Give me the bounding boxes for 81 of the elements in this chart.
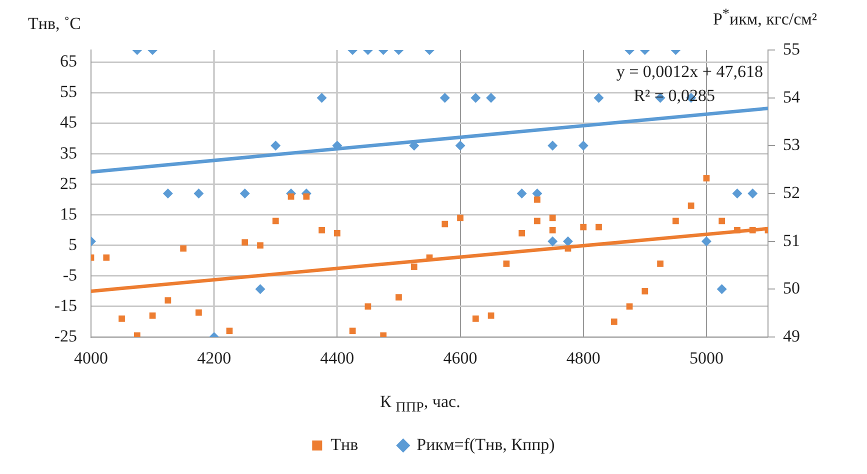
point: [580, 224, 587, 230]
point: [642, 288, 648, 294]
point: [410, 264, 418, 270]
x-tick-label: 4200: [197, 348, 232, 368]
point: [226, 328, 233, 334]
point: [534, 218, 540, 224]
x-tick-label: 4400: [320, 348, 354, 368]
point: [503, 260, 510, 267]
point: [516, 188, 527, 198]
point: [518, 230, 525, 236]
x-axis-title: К $_{ППР}$, час.: [380, 392, 460, 416]
legend-label: Тнв: [330, 434, 358, 454]
point: [734, 226, 740, 234]
point: [534, 196, 540, 203]
y-tick-label: 25: [60, 174, 77, 193]
point: [610, 318, 618, 325]
point: [318, 226, 325, 234]
point: [596, 224, 602, 230]
y-tick-label: 65: [60, 52, 77, 71]
point: [703, 175, 710, 182]
point: [748, 188, 758, 198]
point: [380, 332, 387, 337]
point: [562, 236, 573, 246]
x-tick-label: 4600: [443, 348, 478, 368]
y-tick-label: 45: [60, 112, 77, 132]
y-tick-label: -15: [54, 296, 77, 315]
point: [718, 218, 726, 224]
point: [457, 214, 464, 222]
point: [442, 220, 448, 228]
point: [549, 226, 556, 234]
annotation: y = 0,0012x + 47,618: [616, 62, 763, 82]
point: [103, 254, 110, 261]
point: [180, 245, 186, 252]
y2-tick-label: 55: [783, 39, 800, 58]
point: [334, 230, 340, 236]
y2-tick-label: 49: [783, 326, 800, 346]
y2-tick-label: 50: [783, 278, 800, 298]
point: [472, 316, 479, 322]
y-tick-label: 15: [60, 204, 77, 224]
y-axis-title: Тнв, ˚С: [28, 14, 82, 34]
point: [701, 236, 712, 246]
point: [196, 309, 202, 316]
point: [749, 226, 756, 234]
point: [549, 214, 556, 222]
point: [134, 332, 140, 337]
point: [548, 236, 558, 246]
point: [242, 239, 248, 246]
point: [396, 294, 402, 300]
y-tick-label: -25: [54, 326, 77, 346]
point: [657, 260, 664, 267]
legend-label: Рикм=f(Тнв, Кппр): [416, 434, 555, 454]
point: [257, 242, 264, 249]
point: [548, 140, 558, 151]
point: [732, 188, 742, 198]
y2-tick-label: 52: [783, 182, 800, 202]
point: [164, 297, 172, 304]
x-tick-label: 5000: [689, 348, 724, 368]
point: [488, 312, 494, 319]
y-tick-label: 35: [60, 143, 77, 162]
point: [578, 140, 588, 151]
x-tick-label: 4000: [74, 348, 108, 368]
point: [303, 193, 310, 200]
point: [240, 188, 250, 198]
point: [349, 328, 356, 334]
point: [149, 312, 156, 319]
y2-axis-title: P$^{*}$икм, кгс/см²: [712, 6, 817, 30]
point: [118, 316, 125, 322]
point: [688, 202, 694, 209]
y-tick-label: -5: [62, 265, 77, 284]
point: [194, 188, 204, 198]
point: [672, 218, 679, 224]
y2-tick-label: 51: [783, 230, 800, 250]
point: [270, 140, 281, 151]
y-tick-label: 5: [68, 234, 77, 254]
y2-tick-label: 53: [783, 135, 800, 154]
x-tick-label: 4800: [566, 348, 600, 368]
point: [162, 188, 173, 198]
point: [272, 218, 279, 224]
y2-tick-label: 54: [783, 87, 800, 106]
point: [455, 140, 466, 151]
y-tick-label: 55: [60, 82, 77, 102]
